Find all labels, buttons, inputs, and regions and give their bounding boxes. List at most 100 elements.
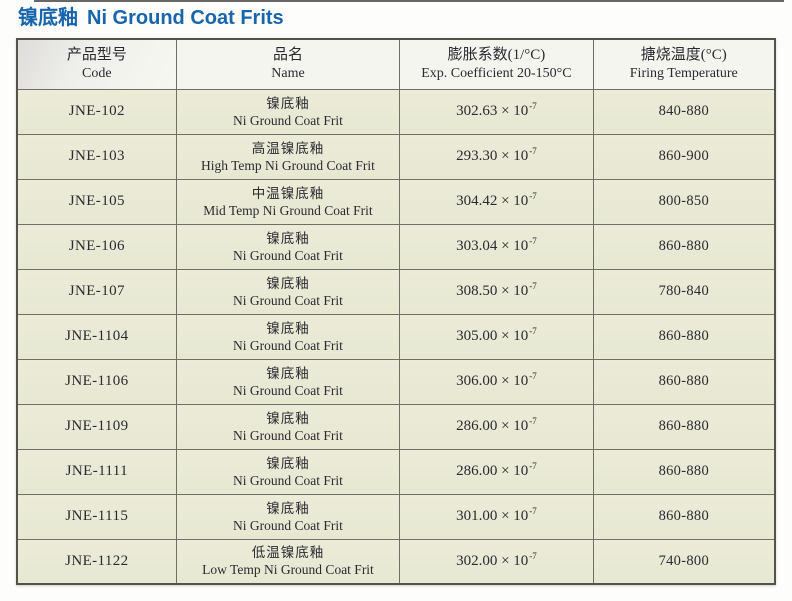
coefficient-exponent: -7	[529, 146, 537, 156]
page-title-zh: 镍底釉	[18, 7, 78, 29]
coefficient-base: 302.00 × 10	[456, 552, 529, 569]
table-row: JNE-102 镍底釉 Ni Ground Coat Frit 302.63 ×…	[16, 88, 776, 135]
coefficient-base: 286.00 × 10	[456, 418, 529, 434]
cell-exp-coefficient: 286.00 × 10-7	[399, 403, 594, 450]
header-name-zh: 品名	[272, 46, 303, 63]
cell-exp-coefficient: 308.50 × 10-7	[399, 268, 594, 315]
table-row: JNE-1111 镍底釉 Ni Ground Coat Frit 286.00 …	[16, 448, 776, 495]
cell-firing-temperature: 800-850	[592, 178, 776, 225]
cell-product-name: 镍底釉 Ni Ground Coat Frit	[175, 448, 401, 495]
product-name-zh: 镍底釉	[266, 95, 310, 111]
coefficient-exponent: -7	[529, 101, 537, 111]
cell-product-name: 镍底釉 Ni Ground Coat Frit	[175, 403, 401, 450]
cell-product-name: 中温镍底釉 Mid Temp Ni Ground Coat Frit	[175, 178, 401, 225]
header-exp-coefficient-zh: 膨胀系数(1/°C)	[447, 46, 546, 63]
coefficient-exponent: -7	[529, 550, 537, 561]
table-row: JNE-1106 镍底釉 Ni Ground Coat Frit 306.00 …	[16, 358, 776, 405]
table-row: JNE-1122 低温镍底釉 Low Temp Ni Ground Coat F…	[16, 538, 776, 585]
cell-product-code: JNE-103	[16, 133, 177, 180]
coefficient-exponent: -7	[529, 281, 537, 291]
product-name-zh: 镍底釉	[266, 410, 310, 426]
cell-exp-coefficient: 304.42 × 10-7	[399, 178, 594, 225]
product-name-en: Ni Ground Coat Frit	[233, 112, 343, 128]
product-name-en: Ni Ground Coat Frit	[233, 472, 343, 488]
product-name-zh: 高温镍底釉	[251, 140, 325, 156]
cell-product-code: JNE-1122	[16, 538, 177, 585]
cell-exp-coefficient: 306.00 × 10-7	[399, 358, 594, 405]
cell-product-code: JNE-105	[16, 178, 177, 225]
coefficient-base: 303.04 × 10	[456, 238, 529, 254]
coefficient-base: 306.00 × 10	[456, 373, 529, 389]
coefficient-base: 305.00 × 10	[456, 328, 529, 344]
cell-firing-temperature: 860-880	[592, 448, 776, 495]
table-body: JNE-102 镍底釉 Ni Ground Coat Frit 302.63 ×…	[16, 88, 776, 585]
product-name-zh: 低温镍底釉	[251, 545, 325, 561]
cell-product-code: JNE-107	[16, 268, 177, 315]
cell-product-code: JNE-1104	[16, 313, 177, 360]
header-firing-temperature-zh: 搪烧温度(°C)	[640, 46, 727, 63]
cell-product-name: 镍底釉 Ni Ground Coat Frit	[175, 493, 401, 540]
coefficient-exponent: -7	[529, 371, 537, 381]
header-exp-coefficient: 膨胀系数(1/°C) Exp. Coefficient 20-150°C	[399, 38, 594, 90]
product-name-en: Low Temp Ni Ground Coat Frit	[202, 562, 374, 578]
table-row: JNE-1104 镍底釉 Ni Ground Coat Frit 305.00 …	[16, 313, 776, 360]
header-code-zh: 产品型号	[66, 46, 127, 63]
cell-firing-temperature: 860-880	[592, 223, 776, 270]
table-row: JNE-107 镍底釉 Ni Ground Coat Frit 308.50 ×…	[16, 268, 776, 315]
cell-product-name: 低温镍底釉 Low Temp Ni Ground Coat Frit	[175, 538, 401, 585]
cell-product-code: JNE-106	[16, 223, 177, 270]
product-name-en: Ni Ground Coat Frit	[233, 292, 343, 308]
cell-product-code: JNE-1109	[16, 403, 177, 450]
cell-firing-temperature: 740-800	[592, 538, 776, 585]
coefficient-exponent: -7	[529, 461, 537, 471]
cell-product-name: 高温镍底釉 High Temp Ni Ground Coat Frit	[175, 133, 401, 180]
scan-artifact-line	[34, 0, 784, 2]
cell-product-code: JNE-1111	[16, 448, 177, 495]
cell-exp-coefficient: 302.63 × 10-7	[399, 88, 594, 135]
header-firing-temperature-en: Firing Temperature	[629, 65, 738, 81]
header-name: 品名 Name	[175, 38, 401, 90]
coefficient-base: 308.50 × 10	[456, 283, 529, 299]
cell-exp-coefficient: 302.00 × 10-7	[399, 538, 594, 585]
cell-firing-temperature: 780-840	[592, 268, 776, 315]
cell-product-name: 镍底釉 Ni Ground Coat Frit	[175, 268, 401, 315]
header-exp-coefficient-en: Exp. Coefficient 20-150°C	[421, 65, 572, 81]
coefficient-exponent: -7	[529, 416, 537, 426]
product-name-en: Ni Ground Coat Frit	[233, 337, 343, 353]
table-row: JNE-105 中温镍底釉 Mid Temp Ni Ground Coat Fr…	[16, 178, 776, 225]
header-row: 产品型号 Code 品名 Name 膨胀系数(1/°C) Exp. Coeffi…	[16, 38, 776, 90]
product-name-zh: 镍底釉	[266, 320, 310, 336]
cell-exp-coefficient: 303.04 × 10-7	[399, 223, 594, 270]
cell-product-name: 镍底釉 Ni Ground Coat Frit	[175, 88, 401, 135]
header-code-en: Code	[82, 65, 112, 81]
cell-firing-temperature: 860-900	[592, 133, 776, 180]
product-name-zh: 镍底釉	[266, 455, 310, 471]
table-row: JNE-1109 镍底釉 Ni Ground Coat Frit 286.00 …	[16, 403, 776, 450]
cell-firing-temperature: 840-880	[592, 88, 776, 135]
cell-product-name: 镍底釉 Ni Ground Coat Frit	[175, 358, 401, 405]
coefficient-base: 304.42 × 10	[456, 193, 529, 209]
cell-firing-temperature: 860-880	[592, 358, 776, 405]
header-firing-temperature: 搪烧温度(°C) Firing Temperature	[592, 38, 776, 90]
table-row: JNE-1115 镍底釉 Ni Ground Coat Frit 301.00 …	[16, 493, 776, 540]
cell-firing-temperature: 860-880	[592, 403, 776, 450]
table-row: JNE-103 高温镍底釉 High Temp Ni Ground Coat F…	[16, 133, 776, 180]
product-name-en: High Temp Ni Ground Coat Frit	[201, 157, 375, 173]
cell-product-name: 镍底釉 Ni Ground Coat Frit	[175, 313, 401, 360]
table-header: 产品型号 Code 品名 Name 膨胀系数(1/°C) Exp. Coeffi…	[16, 38, 776, 90]
coefficient-base: 301.00 × 10	[456, 508, 529, 524]
coefficient-base: 286.00 × 10	[456, 463, 529, 479]
page-title-en: Ni Ground Coat Frits	[87, 7, 284, 29]
page-title: 镍底釉 Ni Ground Coat Frits	[18, 5, 284, 31]
header-code: 产品型号 Code	[16, 38, 177, 90]
coefficient-exponent: -7	[529, 191, 537, 201]
cell-exp-coefficient: 305.00 × 10-7	[399, 313, 594, 360]
product-name-en: Ni Ground Coat Frit	[233, 427, 343, 443]
cell-product-code: JNE-102	[16, 88, 177, 135]
coefficient-base: 293.30 × 10	[456, 148, 529, 164]
product-name-zh: 镍底釉	[266, 500, 310, 516]
cell-exp-coefficient: 301.00 × 10-7	[399, 493, 594, 540]
coefficient-exponent: -7	[529, 236, 537, 246]
frits-spec-table: 产品型号 Code 品名 Name 膨胀系数(1/°C) Exp. Coeffi…	[16, 38, 776, 585]
